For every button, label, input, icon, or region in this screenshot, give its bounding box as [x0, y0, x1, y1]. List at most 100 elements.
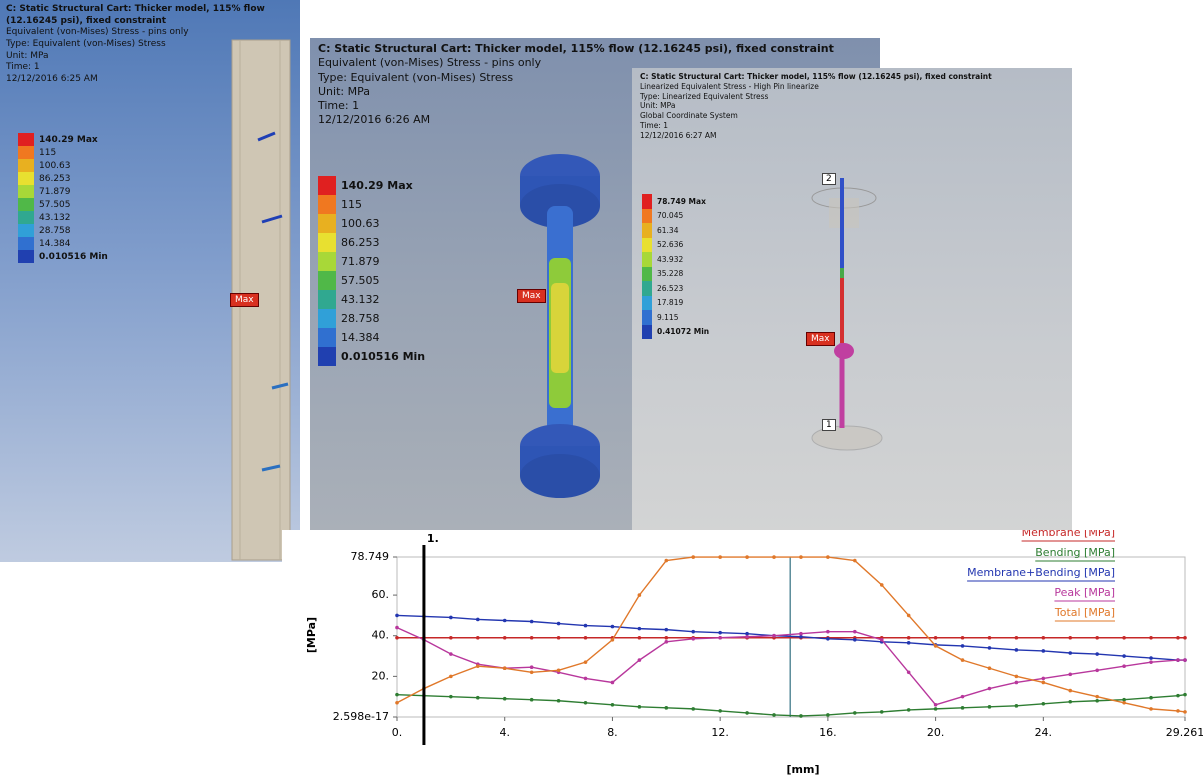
- series-point: [1068, 689, 1072, 693]
- series-point: [718, 709, 722, 713]
- legend-swatch: [642, 209, 652, 224]
- legend-label: Bending [MPa]: [1035, 546, 1115, 559]
- series-point: [907, 708, 911, 712]
- legend-swatch: [18, 211, 34, 224]
- series-point: [665, 636, 669, 640]
- series-point: [1122, 664, 1126, 668]
- panel-info: 12/12/2016 6:25 AM: [6, 74, 300, 86]
- series-point: [1149, 696, 1153, 700]
- series-point: [584, 677, 588, 681]
- series-point: [907, 614, 911, 618]
- chart: [mm] [MPa] 2.598e-1720.40.60.78.7490.4.8…: [282, 530, 1203, 779]
- series-point: [1149, 656, 1153, 660]
- series-point: [584, 624, 588, 628]
- legend-label: 14.384: [341, 331, 380, 344]
- series-point: [1149, 707, 1153, 711]
- legend-label: 17.819: [657, 298, 683, 307]
- legend-swatch: [18, 172, 34, 185]
- series-point: [853, 638, 857, 642]
- legend-swatch: [318, 290, 336, 309]
- y-tick-label: 78.749: [351, 550, 390, 563]
- legend-swatch: [318, 214, 336, 233]
- series-point: [961, 636, 965, 640]
- legend-swatch: [18, 159, 34, 172]
- max-tag: Max: [230, 293, 259, 307]
- legend-label: 0.41072 Min: [657, 327, 709, 336]
- series-point: [961, 644, 965, 648]
- legend-swatch: [318, 328, 336, 347]
- series-point: [638, 636, 642, 640]
- legend-label: 78.749 Max: [657, 197, 706, 206]
- series-point: [961, 706, 965, 710]
- series-point: [1068, 700, 1072, 704]
- legend-label: 43.132: [39, 213, 71, 223]
- series-point: [611, 638, 615, 642]
- y-tick-label: 40.: [372, 629, 390, 642]
- series-point: [826, 555, 830, 559]
- legend-row: 14.384: [18, 237, 108, 250]
- legend-row: 35.228: [642, 267, 709, 282]
- legend-label: 86.253: [39, 174, 71, 184]
- page: C: Static Structural Cart: Thicker model…: [0, 0, 1203, 779]
- series-point: [395, 614, 399, 618]
- legend-row: 140.29 Max: [18, 133, 108, 146]
- series-point: [826, 630, 830, 634]
- max-tag: Max: [517, 289, 546, 303]
- x-axis-label: [mm]: [787, 763, 820, 776]
- legend-swatch: [18, 185, 34, 198]
- legend-label: 0.010516 Min: [341, 350, 425, 363]
- legend-row: 43.132: [18, 211, 108, 224]
- x-tick-label: 12.: [711, 726, 729, 739]
- series-point: [718, 555, 722, 559]
- series-point: [691, 555, 695, 559]
- series-point: [1042, 636, 1046, 640]
- legend-swatch: [642, 223, 652, 238]
- legend-row: 57.505: [18, 198, 108, 211]
- result-panel: C: Static Structural Cart: Thicker model…: [0, 0, 300, 562]
- series-point: [476, 618, 480, 622]
- legend-row: 100.63: [18, 159, 108, 172]
- legend-label: Peak [MPa]: [1054, 586, 1115, 599]
- legend-swatch: [18, 133, 34, 146]
- legend-label: 100.63: [39, 161, 71, 171]
- series-point: [530, 671, 534, 675]
- legend-swatch: [642, 310, 652, 325]
- panel-info: Equivalent (von-Mises) Stress - pins onl…: [6, 27, 300, 39]
- series-point: [880, 710, 884, 714]
- series-point: [557, 699, 561, 703]
- series-point: [880, 638, 884, 642]
- series-point: [1015, 636, 1019, 640]
- y-axis-label: [MPa]: [305, 617, 318, 653]
- series-point: [1015, 681, 1019, 685]
- legend-row: 71.879: [18, 185, 108, 198]
- legend-label: 70.045: [657, 211, 683, 220]
- legend-row: 57.505: [318, 271, 425, 290]
- series-point: [934, 703, 938, 707]
- legend-label: 0.010516 Min: [39, 252, 108, 262]
- series-point: [988, 687, 992, 691]
- series-point: [1122, 701, 1126, 705]
- series-point: [665, 559, 669, 563]
- y-tick-label: 60.: [372, 588, 390, 601]
- series-point: [745, 555, 749, 559]
- legend-row: 0.010516 Min: [18, 250, 108, 263]
- series-point: [395, 693, 399, 697]
- legend-label: 14.384: [39, 239, 71, 249]
- series-point: [1183, 710, 1187, 714]
- series-point: [907, 636, 911, 640]
- series-point: [880, 583, 884, 587]
- legend-swatch: [18, 250, 34, 263]
- panel-info: Time: 1: [640, 121, 992, 131]
- legend-swatch: [642, 281, 652, 296]
- x-tick-label: 29.261: [1166, 726, 1203, 739]
- series-point: [584, 636, 588, 640]
- series-point: [1095, 668, 1099, 672]
- series-point: [1149, 636, 1153, 640]
- series-point: [665, 640, 669, 644]
- series-point: [1149, 660, 1153, 664]
- legend: 78.749 Max70.04561.3452.63643.93235.2282…: [642, 194, 709, 339]
- legend-label: 26.523: [657, 284, 683, 293]
- legend: 140.29 Max115100.6386.25371.87957.50543.…: [18, 133, 108, 263]
- series-point: [1095, 699, 1099, 703]
- max-tag: Max: [806, 332, 835, 346]
